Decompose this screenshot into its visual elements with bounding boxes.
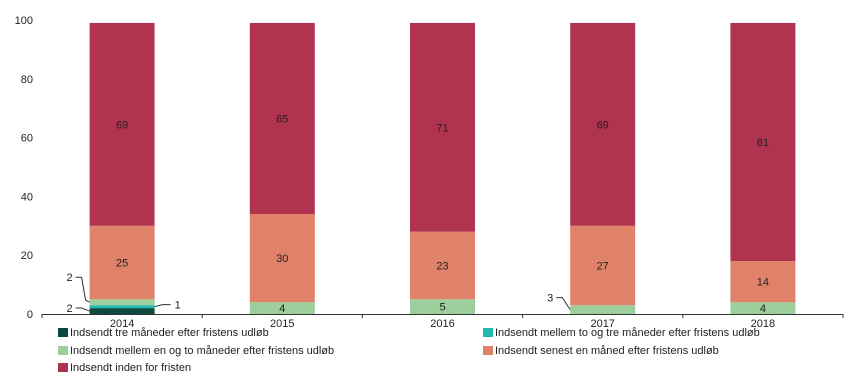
legend: Indsendt tre måneder efter fristens udlø… [58, 327, 760, 374]
bar-segment [410, 22, 475, 232]
bars [89, 22, 796, 314]
legend-swatch [483, 328, 493, 337]
data-label: 69 [597, 119, 609, 131]
legend-label: Indsendt mellem to og tre måneder efter … [495, 327, 760, 339]
callouts: 2 1 2 3 [66, 272, 571, 315]
data-label: 14 [757, 277, 769, 289]
bar-segment [89, 305, 155, 309]
callout-label: 2 [66, 303, 72, 315]
bar-segment [410, 299, 475, 314]
bar-segment [89, 308, 155, 314]
bar-segment [89, 299, 155, 306]
bar-segment [730, 261, 796, 303]
x-tick-label: 2014 [110, 318, 134, 330]
bar-segment [249, 22, 315, 215]
x-tick-label: 2016 [430, 318, 454, 330]
legend-label: Indsendt mellem en og to måneder efter f… [70, 345, 334, 357]
legend-swatch [58, 346, 68, 355]
legend-label: Indsendt tre måneder efter fristens udlø… [70, 327, 269, 339]
data-label: 65 [276, 113, 288, 125]
bar-segment [570, 22, 636, 226]
leader-line [556, 297, 571, 310]
leader-line [154, 304, 171, 308]
bar-segment [730, 302, 796, 314]
bar-segment [730, 22, 796, 262]
y-tick-label: 20 [21, 250, 33, 262]
y-tick-label: 80 [21, 74, 33, 86]
legend-swatch [58, 363, 68, 372]
bar-segment [89, 225, 155, 300]
callout-label: 3 [547, 293, 553, 305]
data-label: 25 [116, 258, 128, 270]
data-label: 71 [436, 122, 448, 134]
data-label: 69 [116, 119, 128, 131]
legend-label: Indsendt senest en måned efter fristens … [495, 345, 719, 357]
leader-line [75, 307, 90, 312]
legend-label: Indsendt inden for fristen [70, 362, 191, 374]
legend-swatch [483, 346, 493, 355]
data-label: 4 [279, 303, 285, 315]
data-label: 30 [276, 253, 288, 265]
data-label: 23 [436, 260, 448, 272]
data-label: 4 [760, 303, 766, 315]
y-tick-label: 100 [15, 15, 33, 27]
data-label: 27 [597, 260, 609, 272]
x-tick-label: 2015 [270, 318, 294, 330]
bar-segment [570, 305, 636, 314]
data-label: 5 [439, 302, 445, 314]
y-tick-label: 40 [21, 191, 33, 203]
legend-swatch [58, 328, 68, 337]
bar-segment [570, 225, 636, 306]
y-tick-label: 0 [27, 309, 33, 321]
callout-label: 1 [175, 300, 181, 312]
leader-line [75, 276, 90, 303]
data-labels: 25 69 4 30 65 5 23 71 27 69 4 14 81 [116, 113, 769, 315]
bar-segment [249, 302, 315, 314]
callout-label: 2 [66, 272, 72, 284]
bar-segment [249, 214, 315, 303]
y-tick-label: 60 [21, 133, 33, 145]
data-label: 81 [757, 137, 769, 149]
x-tick-label: 2018 [751, 318, 775, 330]
x-tick-label: 2017 [590, 318, 614, 330]
bar-segment [89, 22, 155, 226]
x-axis: 2014 2015 2016 2017 2018 [41, 314, 844, 330]
y-axis: 0 20 40 60 80 100 [15, 15, 33, 321]
bar-segment [410, 231, 475, 300]
